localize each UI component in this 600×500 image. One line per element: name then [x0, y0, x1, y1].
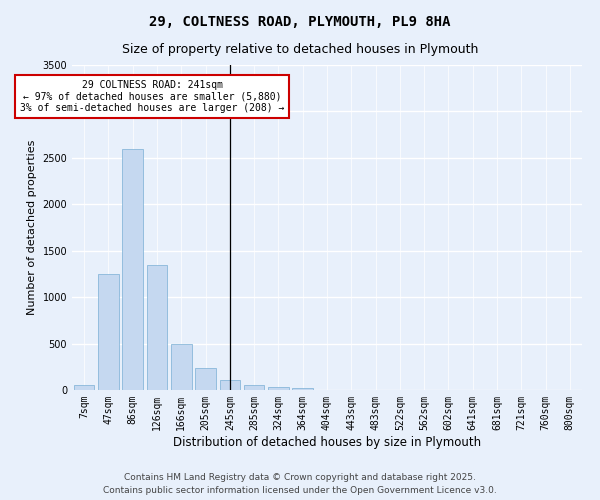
Bar	[268, 387, 289, 390]
Bar	[122, 148, 143, 390]
Bar	[74, 386, 94, 390]
Text: 29 COLTNESS ROAD: 241sqm
← 97% of detached houses are smaller (5,880)
3% of semi: 29 COLTNESS ROAD: 241sqm ← 97% of detach…	[20, 80, 284, 113]
Text: Size of property relative to detached houses in Plymouth: Size of property relative to detached ho…	[122, 42, 478, 56]
Bar	[146, 264, 167, 390]
X-axis label: Distribution of detached houses by size in Plymouth: Distribution of detached houses by size …	[173, 436, 481, 448]
Bar	[171, 344, 191, 390]
Text: Contains HM Land Registry data © Crown copyright and database right 2025.
Contai: Contains HM Land Registry data © Crown c…	[103, 474, 497, 495]
Bar	[292, 388, 313, 390]
Text: 29, COLTNESS ROAD, PLYMOUTH, PL9 8HA: 29, COLTNESS ROAD, PLYMOUTH, PL9 8HA	[149, 15, 451, 29]
Bar	[244, 386, 265, 390]
Bar	[98, 274, 119, 390]
Y-axis label: Number of detached properties: Number of detached properties	[27, 140, 37, 315]
Bar	[195, 368, 216, 390]
Bar	[220, 380, 240, 390]
